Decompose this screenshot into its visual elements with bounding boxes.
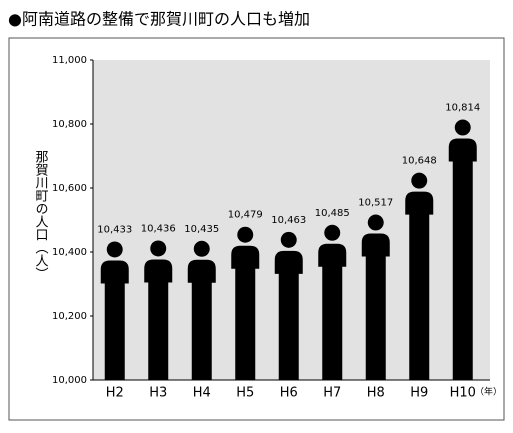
bar: [274, 231, 303, 380]
x-tick-label: H3: [149, 386, 167, 401]
value-label: 10,517: [358, 198, 393, 209]
y-axis-label: 那賀川町の人口（人）: [33, 150, 49, 280]
x-tick-label: H4: [193, 386, 211, 401]
bar: [231, 226, 260, 380]
bar: [187, 240, 216, 380]
value-label: 10,814: [445, 103, 480, 114]
y-tick-label: 11,000: [52, 55, 87, 66]
x-tick-label: H9: [410, 386, 428, 401]
x-tick-label: H6: [280, 386, 298, 401]
x-tick-label: H5: [236, 386, 254, 401]
y-tick-label: 10,800: [52, 119, 87, 130]
y-tick-label: 10,200: [52, 311, 87, 322]
bar: [361, 214, 390, 380]
value-label: 10,463: [271, 215, 306, 226]
y-tick-label: 10,400: [52, 247, 87, 258]
value-label: 10,479: [228, 210, 263, 221]
bar: [405, 172, 434, 380]
x-tick-label: H8: [367, 386, 385, 401]
chart-title: ●阿南道路の整備で那賀川町の人口も増加: [8, 10, 310, 29]
bar: [318, 224, 347, 380]
x-tick-label: H10: [450, 386, 476, 401]
value-label: 10,433: [97, 224, 132, 235]
x-tick-label: H7: [323, 386, 341, 401]
value-label: 10,436: [141, 223, 176, 234]
x-unit: （年）: [475, 386, 502, 398]
y-tick-label: 10,000: [52, 375, 87, 386]
bar: [100, 241, 129, 380]
bar: [144, 240, 173, 380]
value-label: 10,435: [184, 224, 219, 235]
x-tick-label: H2: [106, 386, 124, 401]
value-label: 10,648: [402, 156, 437, 167]
value-label: 10,485: [315, 208, 350, 219]
y-tick-label: 10,600: [52, 183, 87, 194]
frame: [8, 37, 505, 421]
bar: [448, 119, 477, 381]
